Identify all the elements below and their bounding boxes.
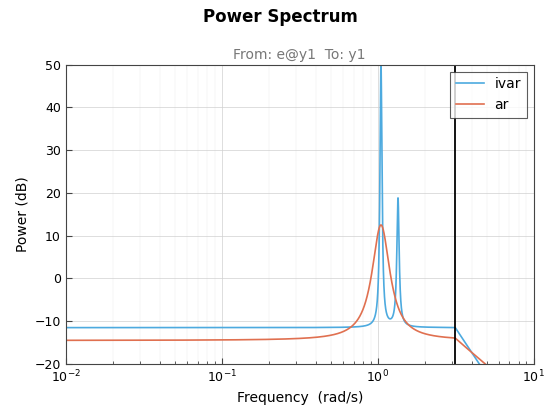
Y-axis label: Power (dB): Power (dB) xyxy=(15,176,29,252)
Text: Power Spectrum: Power Spectrum xyxy=(203,8,357,26)
ar xyxy=(435,334,441,339)
ivar xyxy=(62,325,69,330)
ivar xyxy=(360,324,366,329)
Legend: ivar, ar: ivar, ar xyxy=(450,71,526,118)
ar xyxy=(232,337,239,342)
ivar xyxy=(377,61,384,66)
ar xyxy=(86,338,92,343)
ivar xyxy=(435,325,441,330)
ar xyxy=(409,326,416,331)
ar xyxy=(377,223,384,228)
ivar xyxy=(409,323,416,328)
ivar xyxy=(339,325,346,330)
ivar xyxy=(86,325,92,330)
Line: ar: ar xyxy=(66,225,534,404)
Title: From: e@y1  To: y1: From: e@y1 To: y1 xyxy=(234,48,366,62)
ar xyxy=(62,338,69,343)
X-axis label: Frequency  (rad/s): Frequency (rad/s) xyxy=(236,391,363,405)
ivar xyxy=(232,325,239,330)
ar xyxy=(360,307,366,312)
Line: ivar: ivar xyxy=(66,64,534,420)
ar xyxy=(530,402,537,407)
ar xyxy=(339,329,346,334)
